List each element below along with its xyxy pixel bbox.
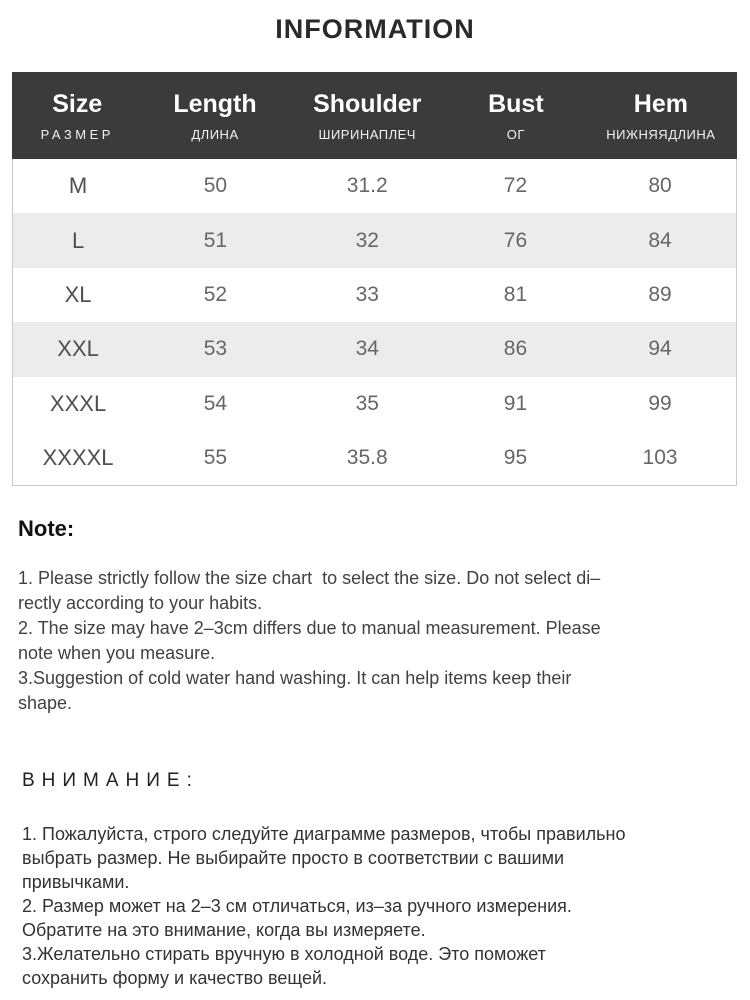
page-title: INFORMATION [275,14,475,44]
cell-bust: 76 [503,228,528,252]
table-row-xl: XL 52 33 81 89 [13,267,736,323]
cell-bust: 81 [503,282,528,306]
attention-line: 1. Пожалуйста, строго следуйте диаграмме… [22,824,626,845]
column-header-size: Size РАЗМЕР [12,90,143,142]
cell-size: L [71,227,85,253]
cell-length: 53 [203,337,228,361]
cell-length: 50 [203,174,228,198]
column-header-length-ru: ДЛИНА [191,126,239,142]
column-header-hem: Hem НИЖНЯЯДЛИНА [585,90,737,142]
cell-shoulder: 32 [355,228,379,252]
attention-line: 3.Желательно стирать вручную в холодной … [22,944,546,965]
cell-size: M [68,173,88,199]
note-section: Note: 1. Please strictly follow the size… [18,516,732,716]
cell-bust: 86 [503,337,528,361]
column-header-shoulder-en: Shoulder [313,89,422,118]
table-row-xxxl: XXXL 54 35 91 99 [13,376,736,431]
cell-bust: 95 [503,446,528,470]
column-header-size-en: Size [52,89,103,118]
cell-size: XXL [57,336,99,362]
cell-shoulder: 35 [355,391,379,415]
column-header-shoulder: Shoulder ШИРИНАПЛЕЧ [288,90,448,142]
cell-length: 52 [203,282,228,306]
cell-hem: 84 [648,228,672,252]
cell-shoulder: 33 [355,282,379,306]
cell-size: XL [64,281,92,307]
column-header-length-en: Length [173,89,257,118]
attention-heading: ВНИМАНИЕ: [22,770,199,792]
note-line: 3.Suggestion of cold water hand washing.… [18,668,572,689]
size-chart-table: Size РАЗМЕР Length ДЛИНА Shoulder ШИРИНА… [12,72,737,487]
column-header-bust-ru: ОГ [506,126,525,142]
column-header-hem-ru: НИЖНЯЯДЛИНА [606,126,716,142]
size-chart-header-row: Size РАЗМЕР Length ДЛИНА Shoulder ШИРИНА… [12,72,737,159]
note-line: note when you measure. [18,643,216,664]
attention-line: Обратите на это внимание, когда вы измер… [22,920,426,941]
column-header-bust: Bust ОГ [447,90,585,142]
cell-shoulder: 31.2 [346,174,388,198]
attention-line: 2. Размер может на 2–3 см отличаться, из… [22,896,572,917]
table-row-xxxxl: XXXXL 55 35.8 95 103 [13,430,736,486]
note-line: 2. The size may have 2–3cm differs due t… [18,618,601,639]
attention-section: ВНИМАНИЕ: 1. Пожалуйста, строго следуйте… [22,770,732,990]
note-line: 1. Please strictly follow the size chart… [18,568,601,589]
table-row-xxl: XXL 53 34 86 94 [13,322,736,377]
note-line: shape. [18,693,73,714]
cell-shoulder: 35.8 [346,446,388,470]
column-header-hem-en: Hem [633,89,688,118]
attention-line: привычками. [22,872,130,893]
cell-hem: 80 [648,174,672,198]
cell-size: XXXL [49,390,107,416]
cell-hem: 89 [648,282,672,306]
size-chart-body: M 50 31.2 72 80 L 51 32 76 84 XL 52 33 8… [12,159,737,487]
table-row-l: L 51 32 76 84 [13,213,736,268]
note-line: rectly according to your habits. [18,593,263,614]
cell-size: XXXXL [42,445,114,471]
cell-length: 55 [203,446,228,470]
column-header-shoulder-ru: ШИРИНАПЛЕЧ [318,126,416,142]
cell-length: 51 [203,228,228,252]
attention-line: сохранить форму и качество вещей. [22,968,328,989]
cell-bust: 72 [503,174,528,198]
cell-hem: 99 [648,391,672,415]
cell-hem: 103 [642,446,678,470]
note-heading: Note: [18,516,75,542]
cell-bust: 91 [503,391,528,415]
cell-shoulder: 34 [355,337,379,361]
table-row-m: M 50 31.2 72 80 [13,159,736,214]
attention-line: выбрать размер. Не выбирайте просто в со… [22,848,565,869]
column-header-bust-en: Bust [488,89,544,118]
column-header-size-ru: РАЗМЕР [40,126,114,142]
column-header-length: Length ДЛИНА [143,90,288,142]
cell-hem: 94 [648,337,672,361]
cell-length: 54 [203,391,228,415]
